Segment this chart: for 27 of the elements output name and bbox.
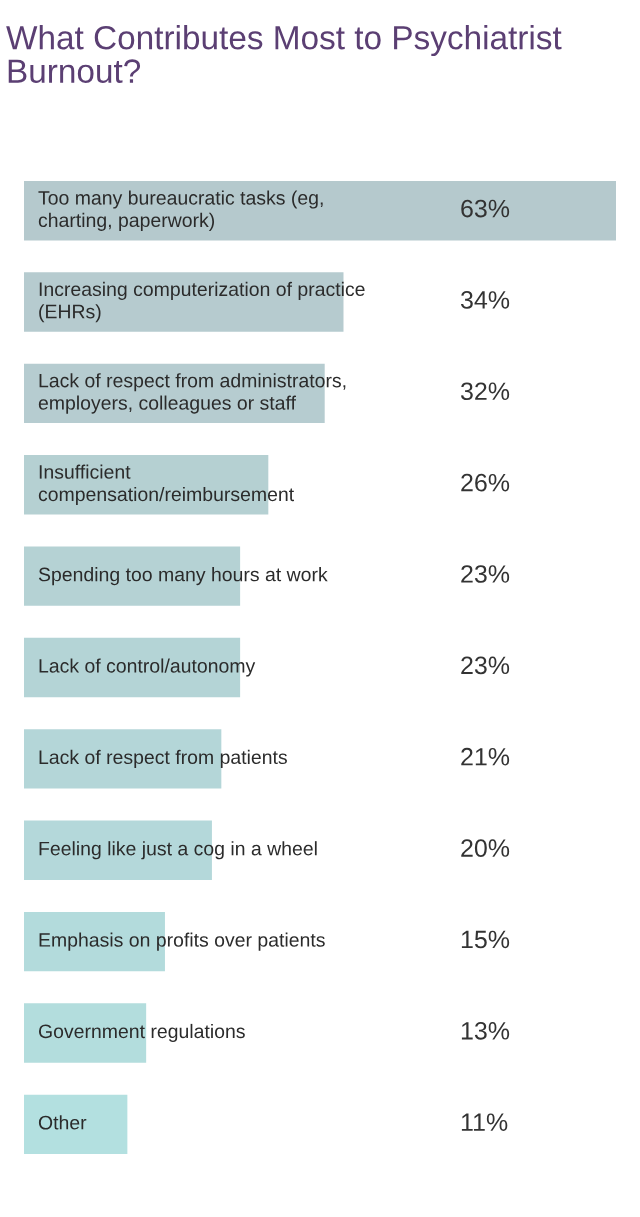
data-label: 21% (461, 747, 510, 766)
chart-title: What Contributes Most to Psychiatrist Burnout? (6, 25, 562, 83)
data-label: 32% (460, 382, 510, 401)
y-tick-label: Lack of respect from administrators, employers, colleagues or staff (38, 373, 346, 414)
y-tick-label: Emphasis on profits over patients (39, 932, 325, 951)
y-tick-label: Government regulations (38, 1023, 245, 1043)
data-label: 11% (461, 1113, 508, 1131)
y-tick-label: Too many bureaucratic tasks (eg, charting, paperwork) (38, 190, 323, 231)
data-label: 15% (461, 930, 510, 949)
bar (24, 729, 222, 789)
bar (24, 1003, 147, 1063)
data-label: 63% (461, 199, 510, 218)
data-label: 34% (460, 291, 510, 309)
y-tick-label: Other (38, 1115, 87, 1130)
bar (24, 1094, 128, 1155)
y-tick-label: Feeling like just a cog in a wheel (39, 841, 317, 860)
y-tick-label: Increasing computerization of practice (EHRs) (39, 281, 365, 323)
y-tick-label: Lack of respect from patients (39, 749, 287, 768)
data-label: 20% (461, 839, 510, 857)
y-tick-label: Spending too many hours at work (38, 567, 328, 586)
y-tick-label: Insufficient compensation/reimbursement (38, 464, 294, 506)
data-label: 26% (461, 473, 510, 492)
data-label: 23% (461, 565, 510, 583)
y-tick-label: Lack of control/autonomy (39, 658, 256, 677)
data-label: 23% (461, 656, 510, 675)
bar (24, 180, 616, 241)
data-label: 13% (461, 1021, 510, 1040)
